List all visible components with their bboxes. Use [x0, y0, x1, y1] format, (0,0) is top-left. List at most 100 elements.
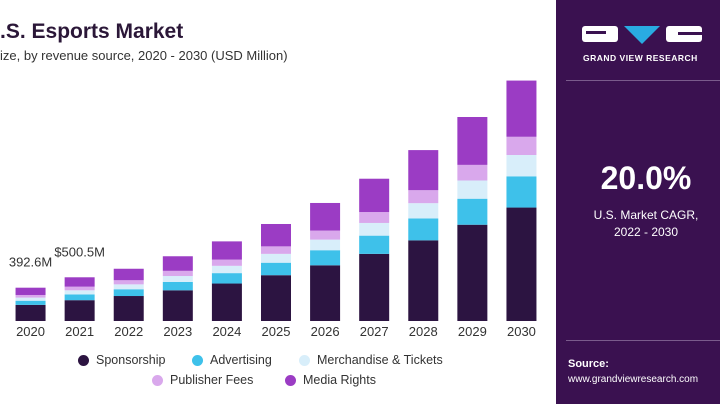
bar-segment-2021-media-rights — [64, 277, 95, 287]
bar-segment-2028-media-rights — [408, 150, 439, 191]
bar-segment-2023-merchandise-tickets — [162, 276, 193, 282]
x-tick-label-2026: 2026 — [311, 324, 340, 339]
x-tick-label-2030: 2030 — [507, 324, 536, 339]
bar-segment-2026-advertising — [310, 250, 341, 266]
bar-segment-2024-merchandise-tickets — [211, 265, 242, 274]
legend-item-sponsorship: Sponsorship — [78, 353, 166, 367]
bar-segment-2020-merchandise-tickets — [15, 297, 46, 301]
bar-segment-2022-publisher-fees — [113, 280, 144, 285]
stacked-bar-chart: 2020 2021 2022 2023 2024 2025 2026 2027 2028 2029… — [9, 80, 537, 339]
bar-segment-2025-media-rights — [261, 223, 291, 247]
legend-swatch-icon — [299, 354, 310, 366]
bar-segment-2021-publisher-fees — [64, 286, 95, 291]
x-tick-label-2020: 2020 — [16, 324, 45, 339]
bar-segment-2028-publisher-fees — [408, 190, 439, 204]
bar-segment-2025-publisher-fees — [261, 246, 291, 254]
bar-segment-2024-media-rights — [211, 241, 242, 260]
legend-label: Sponsorship — [96, 353, 166, 367]
bar-segment-2030-merchandise-tickets — [506, 154, 537, 177]
bar-segment-2029-media-rights — [457, 117, 488, 165]
bar-segment-2028-merchandise-tickets — [408, 203, 439, 219]
bar-segment-2023-sponsorship — [162, 290, 193, 321]
legend-label: Advertising — [210, 353, 272, 367]
data-label-2021: $500.5M — [54, 244, 105, 259]
bar-segment-2029-sponsorship — [457, 224, 488, 321]
x-tick-label-2029: 2029 — [458, 324, 487, 339]
chart-title: .S. Esports Market — [0, 20, 184, 43]
bar-segment-2025-sponsorship — [261, 275, 291, 321]
bar-segment-2027-sponsorship — [359, 253, 390, 321]
x-tick-label-2025: 2025 — [262, 324, 291, 339]
legend-label: Merchandise & Tickets — [317, 353, 443, 367]
x-tick-label-2021: 2021 — [65, 324, 94, 339]
x-tick-label-2023: 2023 — [163, 324, 192, 339]
bar-segment-2022-merchandise-tickets — [113, 284, 144, 290]
bar-segment-2021-sponsorship — [64, 300, 95, 321]
legend-item-merchandise-tickets: Merchandise & Tickets — [299, 353, 443, 367]
bar-segment-2023-advertising — [162, 281, 193, 291]
bar-segment-2027-advertising — [359, 235, 390, 254]
x-tick-label-2028: 2028 — [409, 324, 438, 339]
cagr-label: U.S. Market CAGR, 2022 - 2030 — [586, 207, 706, 241]
bar-segment-2030-sponsorship — [506, 207, 537, 321]
bar-segment-2030-publisher-fees — [506, 136, 537, 155]
bar-segment-2027-media-rights — [359, 178, 390, 213]
bar-segment-2022-sponsorship — [113, 296, 144, 321]
legend-swatch-icon — [152, 374, 163, 386]
bar-segment-2024-sponsorship — [211, 283, 242, 321]
legend-label: Publisher Fees — [170, 373, 254, 387]
bar-segment-2026-merchandise-tickets — [310, 239, 341, 251]
bar-segment-2024-advertising — [211, 273, 242, 284]
bar-segment-2029-publisher-fees — [457, 164, 488, 181]
legend-item-media-rights: Media Rights — [285, 373, 376, 387]
x-tick-label-2024: 2024 — [212, 324, 241, 339]
bar-segment-2020-publisher-fees — [15, 294, 46, 298]
bar-segment-2021-advertising — [64, 294, 95, 301]
bar-segment-2029-advertising — [457, 198, 488, 225]
bar-segment-2023-publisher-fees — [162, 270, 193, 277]
bar-segment-2027-publisher-fees — [359, 212, 390, 223]
bar-segment-2026-sponsorship — [310, 265, 341, 321]
grand-view-research-logo — [582, 22, 716, 66]
bar-segment-2028-sponsorship — [408, 240, 439, 321]
bar-segment-2030-advertising — [506, 176, 537, 208]
legend-item-advertising: Advertising — [192, 353, 272, 367]
x-tick-label-2022: 2022 — [114, 324, 143, 339]
x-tick-label-2027: 2027 — [360, 324, 389, 339]
bar-segment-2026-publisher-fees — [310, 230, 341, 240]
legend-label: Media Rights — [303, 373, 376, 387]
bar-segment-2020-media-rights — [15, 287, 46, 295]
cagr-label-line2: 2022 - 2030 — [613, 225, 679, 239]
logo-mark-icon — [582, 26, 702, 44]
bar-segment-2028-advertising — [408, 218, 439, 241]
info-sidebar: GRAND VIEW RESEARCH 20.0% U.S. Market CA… — [556, 0, 720, 404]
bar-segment-2020-sponsorship — [15, 304, 46, 321]
legend-swatch-icon — [78, 354, 89, 366]
bar-segment-2023-media-rights — [162, 256, 193, 271]
bar-segment-2026-media-rights — [310, 202, 341, 231]
bar-segment-2025-advertising — [261, 262, 291, 276]
data-label-2020: 392.6M — [9, 255, 52, 270]
sidebar-divider — [566, 340, 720, 341]
source-label: Source: — [568, 358, 609, 370]
bar-segment-2030-media-rights — [506, 80, 537, 137]
legend-item-publisher-fees: Publisher Fees — [152, 373, 253, 387]
chart-legend: Sponsorship Advertising Merchandise & Tick… — [0, 350, 556, 394]
cagr-value: 20.0% — [600, 160, 692, 196]
chart-panel: .S. Esports Market ize, by revenue sourc… — [0, 20, 556, 394]
sidebar-divider — [566, 80, 720, 81]
bar-segment-2020-advertising — [15, 300, 46, 305]
source-url: www.grandviewresearch.com — [568, 374, 699, 385]
legend-swatch-icon — [192, 354, 203, 366]
bar-segment-2024-publisher-fees — [211, 259, 242, 266]
bar-segment-2022-advertising — [113, 289, 144, 297]
bar-segment-2027-merchandise-tickets — [359, 222, 390, 236]
cagr-label-line1: U.S. Market CAGR, — [593, 208, 699, 222]
bar-segment-2025-merchandise-tickets — [261, 253, 291, 263]
bar-segment-2029-merchandise-tickets — [457, 180, 488, 199]
bar-segment-2022-media-rights — [113, 268, 144, 281]
bar-segment-2021-merchandise-tickets — [64, 290, 95, 295]
legend-swatch-icon — [285, 374, 296, 386]
brand-name: GRAND VIEW RESEARCH — [583, 53, 698, 63]
chart-subtitle: ize, by revenue source, 2020 - 2030 (USD… — [0, 48, 288, 63]
